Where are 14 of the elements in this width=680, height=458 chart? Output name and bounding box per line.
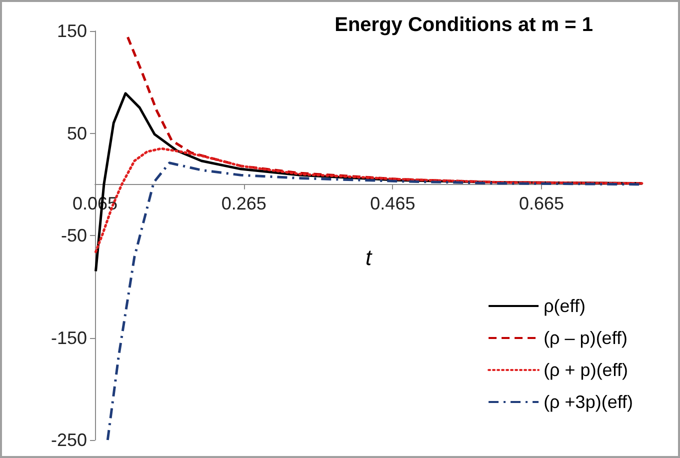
chart-title: Energy Conditions at m = 1 — [334, 14, 594, 36]
x-axis-title: t — [365, 244, 372, 270]
y-tick-label: -50 — [60, 226, 87, 246]
x-tick-label: 0.665 — [519, 193, 564, 214]
x-tick-label: 0.465 — [370, 193, 416, 214]
y-tick-label: 50 — [66, 123, 87, 144]
legend-label: (ρ – p)(eff) — [544, 328, 628, 348]
legend-label: (ρ +3p)(eff) — [544, 392, 633, 412]
y-tick-label: -250 — [50, 430, 87, 450]
legend-label: (ρ + p)(eff) — [544, 360, 628, 380]
x-tick-label: 0.265 — [221, 193, 266, 214]
y-tick-label: 150 — [56, 21, 87, 41]
legend-label: ρ(eff) — [544, 296, 586, 316]
y-tick-label: -150 — [50, 328, 87, 348]
